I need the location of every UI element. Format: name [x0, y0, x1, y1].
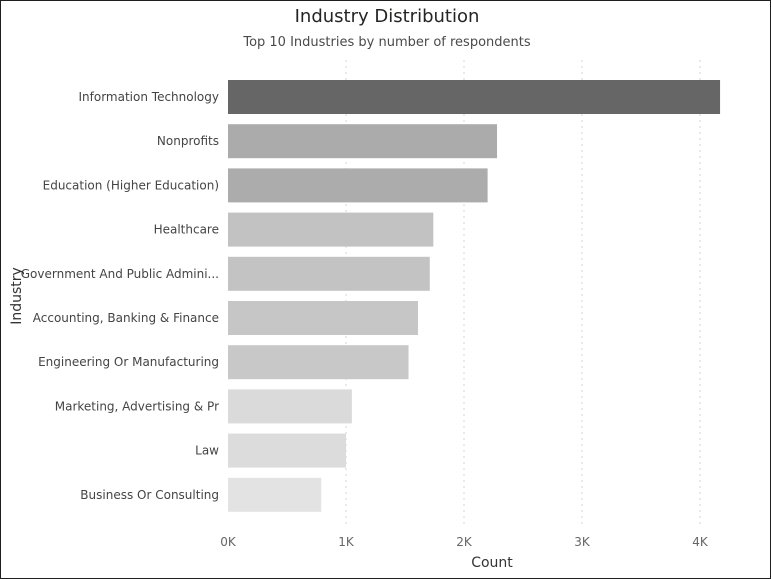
category-label: Nonprofits: [157, 134, 219, 148]
chart-subtitle: Top 10 Industries by number of responden…: [242, 35, 531, 50]
bar[interactable]: [228, 212, 434, 247]
bar[interactable]: [228, 168, 488, 203]
x-axis-title: Count: [471, 555, 513, 571]
bar[interactable]: [228, 301, 418, 335]
category-label: Law: [195, 444, 219, 458]
category-label: Accounting, Banking & Finance: [33, 311, 219, 325]
bar[interactable]: [228, 477, 322, 512]
bar[interactable]: [228, 256, 430, 291]
bar[interactable]: [228, 80, 721, 114]
category-label: Government And Public Admini...: [21, 267, 219, 281]
y-axis-title: Industry: [9, 267, 25, 325]
bars: [228, 80, 721, 512]
category-label: Healthcare: [154, 223, 219, 237]
bar[interactable]: [228, 124, 498, 159]
category-label: Business Or Consulting: [80, 488, 219, 502]
x-tick-label: 1K: [338, 535, 355, 549]
category-label: Education (Higher Education): [43, 178, 219, 192]
bar[interactable]: [228, 389, 352, 424]
x-tick-label: 3K: [574, 535, 591, 549]
chart-title: Industry Distribution: [295, 6, 480, 27]
x-tick-label: 4K: [692, 535, 709, 549]
x-tick-labels: 0K 1K 2K 3K 4K: [220, 535, 709, 549]
category-label: Engineering Or Manufacturing: [38, 355, 219, 369]
category-label: Information Technology: [79, 90, 220, 104]
x-tick-label: 2K: [456, 535, 473, 549]
category-label: Marketing, Advertising & Pr: [55, 399, 219, 413]
category-labels: Information Technology Nonprofits Educatio…: [21, 90, 219, 502]
x-tick-label: 0K: [220, 535, 237, 549]
bar[interactable]: [228, 345, 409, 380]
bar[interactable]: [228, 433, 346, 468]
